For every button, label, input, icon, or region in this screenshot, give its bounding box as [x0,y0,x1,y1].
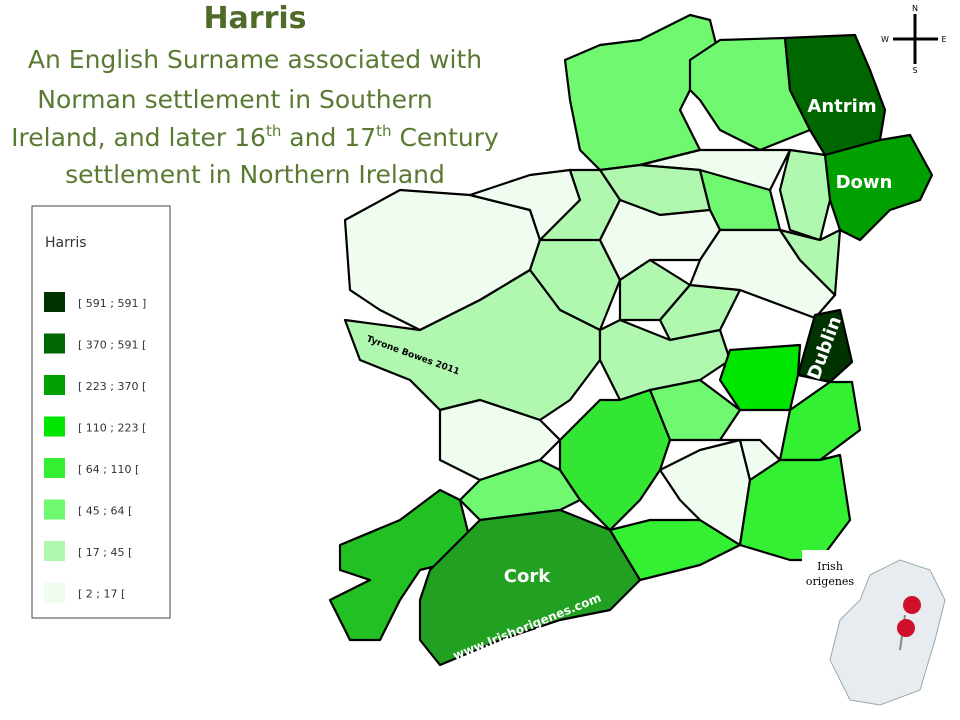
subtitle-sup: th [266,122,281,140]
legend-label: [ 110 ; 223 [ [78,422,146,435]
legend-label: [ 17 ; 45 [ [78,546,132,559]
county-label: Cork [504,566,551,587]
subtitle-line: Norman settlement in Southern [37,85,432,114]
legend-swatch [44,416,65,437]
legend-label: [ 591 ; 591 ] [78,297,146,310]
legend-swatch [44,582,65,603]
legend-swatch [44,375,65,395]
logo-pin [897,619,915,637]
legend-swatch [44,458,65,478]
compass: N W E S [881,4,946,75]
subtitle-line: settlement in Northern Ireland [65,160,445,189]
county [796,308,854,384]
legend-label: [ 370 ; 591 [ [78,339,146,352]
logo-text: origenes [806,575,855,588]
county [438,398,562,482]
county [328,488,472,642]
subtitle-line: Ireland, and later 16th and 17th Century [11,122,499,152]
legend-swatch [44,333,65,354]
county-label: Antrim [807,96,876,117]
legend-label: [ 64 ; 110 [ [78,463,139,476]
legend-label: [ 223 ; 370 [ [78,380,146,393]
logo-text: Irish [817,560,843,573]
county-map [328,13,934,667]
title: Harris [203,1,306,36]
county [688,36,812,152]
legend-label: [ 2 ; 17 [ [78,588,125,601]
county [778,228,842,297]
logo: Irish origenes [802,550,952,715]
subtitle-part: Ireland, and later 16 [11,123,266,152]
county-label: Down [836,172,893,193]
logo-map [829,559,946,706]
county [418,508,642,667]
legend-title: Harris [45,235,87,251]
subtitle-sup: th [376,122,391,140]
compass-letter: W [881,35,889,44]
legend-swatch [44,541,65,561]
compass-letter: E [941,35,946,44]
county [343,268,602,422]
subtitle-part: Century [392,123,500,152]
legend-swatch [44,292,65,312]
legend-label: [ 45 ; 64 [ [78,505,132,518]
subtitle-part: and 17 [281,123,376,152]
legend-swatch [44,499,65,520]
compass-letter: N [912,4,918,13]
legend: Harris [ 591 ; 591 ] [ 370 ; 591 [ [ 223 ;… [31,205,171,619]
county [658,283,742,342]
logo-pin [903,596,921,614]
compass-letter: S [912,66,917,75]
county [458,458,582,522]
county [823,133,934,242]
county [738,453,852,562]
subtitle-line: An English Surname associated with [28,45,482,74]
